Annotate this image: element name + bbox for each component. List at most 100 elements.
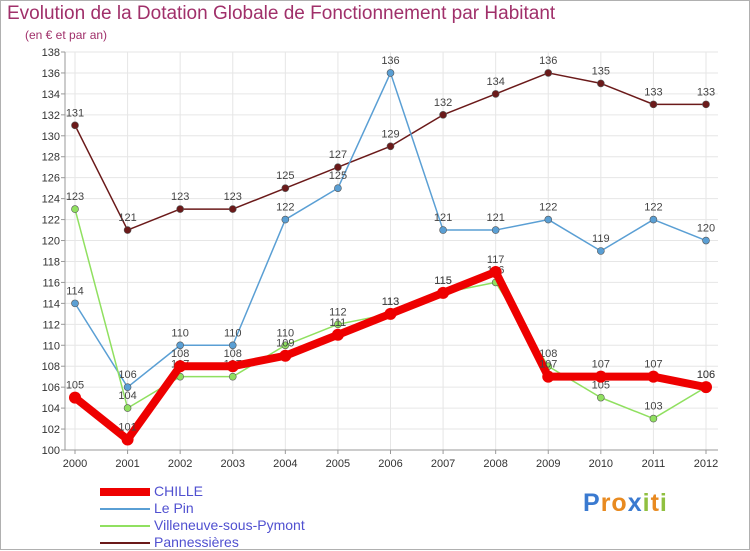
logo-letter: t [650, 489, 660, 517]
data-point-villeneuve-sous-pymont [228, 372, 237, 381]
data-label-le-pin: 122 [539, 202, 557, 214]
data-point-pannessi-res [386, 142, 395, 151]
x-tick-label: 2003 [221, 458, 245, 470]
data-label-pannessi-res: 125 [276, 170, 294, 182]
y-tick-label: 112 [42, 319, 60, 331]
logo-letter: o [611, 489, 628, 517]
y-tick-label: 110 [42, 340, 60, 352]
data-point-villeneuve-sous-pymont [334, 320, 342, 329]
data-point-pannessi-res [228, 205, 237, 213]
data-label-chille: 107 [539, 359, 557, 371]
data-point-chille [331, 328, 344, 341]
legend-swatch-villeneuve [100, 525, 150, 527]
data-point-chille [542, 370, 555, 383]
x-tick-label: 2007 [431, 458, 455, 470]
data-label-pannessi-res: 127 [329, 149, 347, 161]
data-label-le-pin: 136 [381, 55, 399, 67]
y-tick-label: 120 [42, 236, 60, 248]
x-tick-label: 2002 [168, 458, 192, 470]
data-label-pannessi-res: 123 [224, 191, 242, 203]
data-label-villeneuve-sous-pymont: 108 [539, 348, 557, 360]
data-label-le-pin: 122 [276, 202, 294, 214]
data-point-pannessi-res [439, 111, 447, 119]
y-tick-label: 100 [42, 445, 60, 457]
y-tick-label: 118 [42, 256, 60, 268]
data-label-chille: 113 [382, 296, 400, 308]
x-tick-label: 2010 [589, 458, 613, 470]
data-label-chille: 106 [697, 369, 715, 381]
logo-letter: i [642, 489, 651, 517]
x-tick-label: 2012 [694, 458, 718, 470]
data-label-le-pin: 121 [434, 212, 452, 224]
data-label-chille: 101 [118, 422, 136, 434]
data-point-pannessi-res [281, 184, 290, 192]
data-point-le-pin [597, 247, 605, 255]
y-tick-label: 102 [42, 424, 60, 436]
data-label-pannessi-res: 133 [697, 86, 715, 98]
data-point-le-pin [71, 299, 79, 308]
data-point-le-pin [176, 341, 184, 350]
x-tick-label: 2011 [642, 458, 666, 470]
data-point-pannessi-res [71, 121, 79, 130]
data-label-villeneuve-sous-pymont: 106 [697, 369, 715, 381]
legend-item-chille[interactable]: CHILLE [100, 483, 360, 500]
data-point-le-pin [439, 226, 447, 234]
data-label-le-pin: 119 [592, 233, 610, 245]
logo-letter: x [627, 489, 643, 517]
y-tick-label: 132 [42, 110, 60, 122]
chart-title: Evolution de la Dotation Globale de Fonc… [7, 3, 556, 24]
data-label-pannessi-res: 135 [592, 65, 610, 77]
data-point-le-pin [649, 215, 658, 224]
y-tick-label: 122 [42, 215, 60, 227]
x-tick-label: 2000 [63, 458, 87, 470]
legend-item-pannessieres[interactable]: Pannessières [100, 534, 360, 551]
data-point-le-pin [281, 215, 290, 224]
data-label-pannessi-res: 129 [381, 128, 399, 140]
data-label-pannessi-res: 131 [66, 107, 84, 119]
data-label-chille: 105 [66, 380, 84, 392]
proxiti-logo: Proxiti [583, 489, 668, 518]
data-point-le-pin [228, 341, 237, 350]
data-point-chille [437, 286, 450, 299]
data-label-le-pin: 122 [644, 202, 662, 214]
data-label-villeneuve-sous-pymont: 115 [434, 275, 452, 287]
data-point-chille [121, 433, 134, 446]
y-tick-label: 138 [42, 47, 60, 59]
y-tick-label: 130 [42, 131, 60, 143]
data-label-pannessi-res: 121 [118, 212, 136, 224]
data-point-pannessi-res [702, 100, 710, 109]
data-label-le-pin: 114 [66, 285, 84, 297]
data-point-pannessi-res [123, 226, 132, 234]
data-label-villeneuve-sous-pymont: 110 [277, 327, 295, 339]
legend: CHILLE Le Pin Villeneuve-sous-Pymont Pan… [100, 483, 360, 551]
series-pannessi-res: 131 121 123 123 125 127 129 132 134 136 135 133 133 [66, 55, 715, 234]
legend-item-le-pin[interactable]: Le Pin [100, 500, 360, 517]
y-tick-label: 104 [42, 403, 60, 415]
legend-item-villeneuve[interactable]: Villeneuve-sous-Pymont [100, 517, 360, 534]
data-point-pannessi-res [649, 100, 658, 109]
data-label-le-pin: 125 [329, 170, 347, 182]
data-label-villeneuve-sous-pymont: 103 [644, 401, 662, 413]
data-point-le-pin [123, 383, 132, 391]
logo-letter: r [600, 489, 612, 517]
data-label-chille: 108 [224, 348, 242, 360]
legend-swatch-le-pin [100, 508, 150, 510]
legend-label-pannessieres: Pannessières [154, 534, 239, 550]
data-label-chille: 117 [487, 254, 505, 266]
data-label-chille: 109 [276, 338, 294, 350]
legend-label-le-pin: Le Pin [154, 500, 194, 516]
data-label-villeneuve-sous-pymont: 123 [66, 191, 84, 203]
data-point-villeneuve-sous-pymont [71, 205, 79, 213]
data-label-pannessi-res: 133 [644, 86, 662, 98]
data-label-pannessi-res: 132 [434, 97, 452, 109]
data-point-chille [279, 349, 292, 362]
data-label-chille: 115 [434, 275, 452, 287]
legend-label-villeneuve: Villeneuve-sous-Pymont [154, 517, 305, 533]
data-point-pannessi-res [491, 90, 500, 98]
y-tick-label: 114 [42, 298, 60, 310]
data-point-le-pin [491, 226, 500, 234]
legend-swatch-pannessieres [100, 542, 150, 544]
data-label-villeneuve-sous-pymont: 104 [118, 390, 136, 402]
x-tick-label: 2009 [536, 458, 560, 470]
